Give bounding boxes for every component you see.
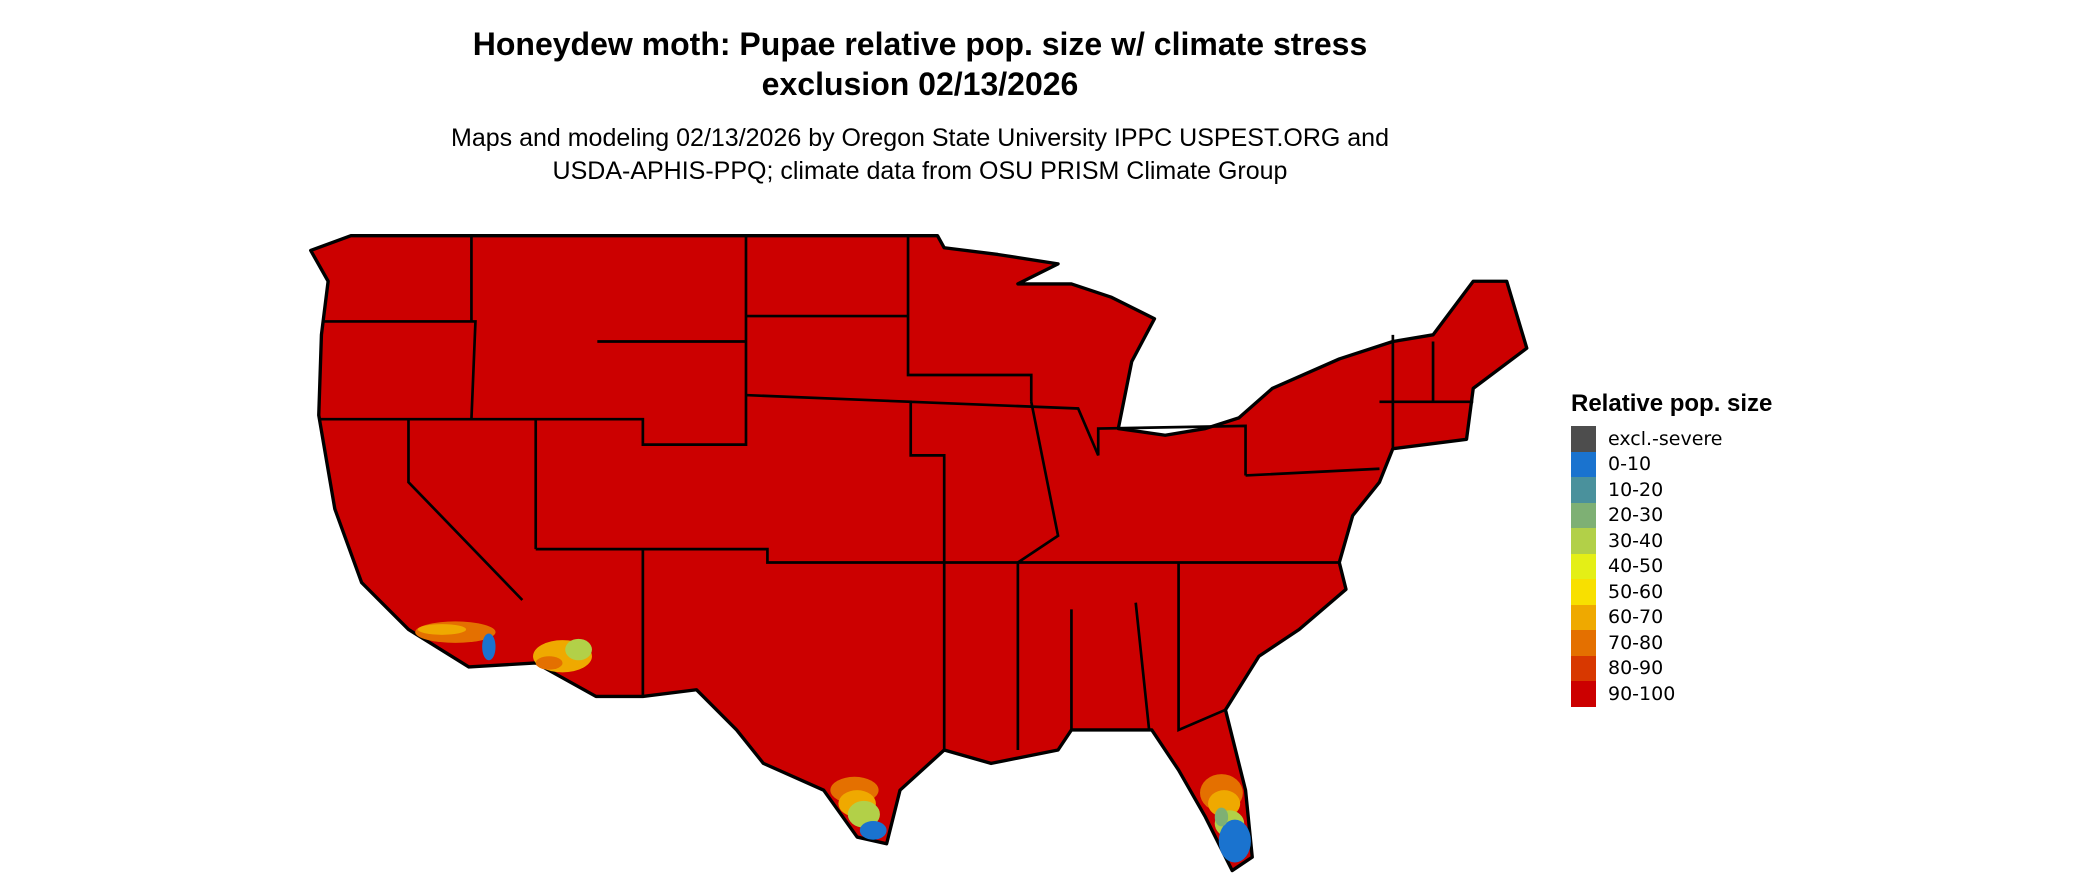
legend-swatch — [1571, 553, 1596, 579]
legend-item: 80-90 — [1571, 655, 1772, 681]
legend-swatch — [1571, 528, 1596, 554]
us-outline — [309, 234, 1529, 873]
legend-items: excl.-severe 0-10 10-20 20-30 30-40 40-50 50-6… — [1571, 426, 1772, 707]
legend-label: excl.-severe — [1608, 427, 1723, 450]
legend-label: 30-40 — [1608, 529, 1664, 552]
legend-swatch — [1571, 604, 1596, 630]
state-borders — [318, 234, 1474, 751]
legend-item: 0-10 — [1571, 451, 1772, 477]
low-value-patches — [415, 621, 1251, 863]
legend-label: 70-80 — [1608, 631, 1664, 654]
legend-label: 10-20 — [1608, 478, 1664, 501]
legend-title: Relative pop. size — [1571, 390, 1773, 417]
legend-swatch — [1571, 451, 1596, 477]
legend-swatch — [1571, 477, 1596, 503]
legend-item: 90-100 — [1571, 681, 1772, 707]
legend-label: 80-90 — [1608, 657, 1664, 680]
legend-swatch — [1571, 630, 1596, 656]
legend-swatch — [1571, 681, 1596, 707]
legend: Relative pop. size excl.-severe 0-10 10-20… — [1571, 390, 1772, 707]
legend-swatch — [1571, 502, 1596, 528]
legend-label: 50-60 — [1608, 580, 1664, 603]
legend-item: excl.-severe — [1571, 426, 1772, 452]
legend-swatch — [1571, 579, 1596, 605]
legend-item: 70-80 — [1571, 630, 1772, 656]
legend-label: 0-10 — [1608, 453, 1652, 476]
legend-item: 30-40 — [1571, 528, 1772, 554]
legend-label: 90-100 — [1608, 682, 1676, 705]
legend-label: 40-50 — [1608, 555, 1664, 578]
map-title: Honeydew moth: Pupae relative pop. size … — [472, 26, 1368, 102]
legend-item: 60-70 — [1571, 604, 1772, 630]
legend-swatch — [1571, 655, 1596, 681]
legend-item: 20-30 — [1571, 502, 1772, 528]
legend-item: 10-20 — [1571, 477, 1772, 503]
legend-item: 40-50 — [1571, 553, 1772, 579]
legend-swatch — [1571, 426, 1596, 452]
map-subtitle: Maps and modeling 02/13/2026 by Oregon S… — [451, 124, 1389, 185]
legend-label: 60-70 — [1608, 606, 1664, 629]
legend-item: 50-60 — [1571, 579, 1772, 605]
legend-label: 20-30 — [1608, 504, 1664, 527]
